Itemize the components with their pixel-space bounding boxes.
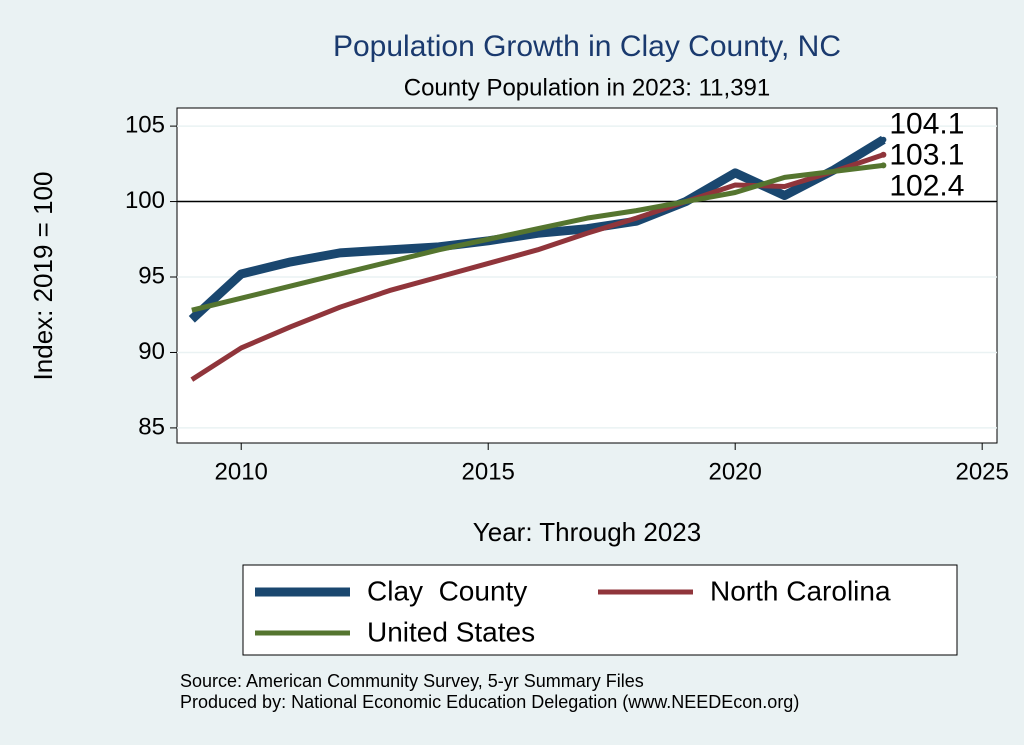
x-axis-title: Year: Through 2023 xyxy=(473,517,701,547)
data-label: 103.1 xyxy=(889,139,964,172)
end-point xyxy=(880,136,887,143)
legend xyxy=(242,564,958,656)
producer-note: Produced by: National Economic Education… xyxy=(180,692,799,712)
y-tick-label: 100 xyxy=(125,187,165,214)
chart-subtitle: County Population in 2023: 11,391 xyxy=(404,74,771,101)
series-line xyxy=(190,152,885,382)
y-tick-label: 95 xyxy=(138,262,165,289)
legend-label: Clay County xyxy=(367,575,527,606)
data-label: 104.1 xyxy=(889,108,964,141)
y-tick-label: 90 xyxy=(138,338,165,365)
legend-label: North Carolina xyxy=(710,575,891,606)
series-line xyxy=(191,162,884,313)
chart-title: Population Growth in Clay County, NC xyxy=(333,30,841,63)
end-point xyxy=(880,151,887,158)
y-axis-title: Index: 2019 = 100 xyxy=(28,172,58,381)
end-point xyxy=(880,162,887,169)
y-tick-label: 105 xyxy=(125,111,165,138)
source-note: Source: American Community Survey, 5-yr … xyxy=(180,671,644,691)
data-label: 102.4 xyxy=(889,170,964,203)
y-tick-label: 85 xyxy=(138,413,165,440)
x-tick-label: 2015 xyxy=(462,458,515,485)
x-tick-label: 2020 xyxy=(708,458,761,485)
x-tick-label: 2025 xyxy=(955,458,1008,485)
legend-label: United States xyxy=(367,616,535,647)
x-tick-label: 2010 xyxy=(215,458,268,485)
